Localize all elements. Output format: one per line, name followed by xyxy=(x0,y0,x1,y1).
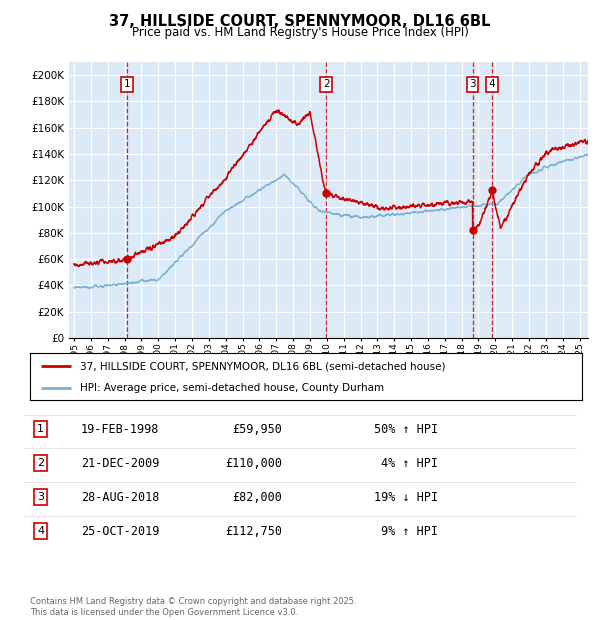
Text: 50% ↑ HPI: 50% ↑ HPI xyxy=(374,423,438,435)
Text: Price paid vs. HM Land Registry's House Price Index (HPI): Price paid vs. HM Land Registry's House … xyxy=(131,26,469,39)
Text: £59,950: £59,950 xyxy=(232,423,282,435)
Text: 9% ↑ HPI: 9% ↑ HPI xyxy=(381,525,438,538)
Text: Contains HM Land Registry data © Crown copyright and database right 2025.
This d: Contains HM Land Registry data © Crown c… xyxy=(30,598,356,617)
Text: 3: 3 xyxy=(37,492,44,502)
Text: 4: 4 xyxy=(489,79,496,89)
Text: 19-FEB-1998: 19-FEB-1998 xyxy=(81,423,160,435)
Text: £82,000: £82,000 xyxy=(232,491,282,503)
Text: £112,750: £112,750 xyxy=(225,525,282,538)
Text: HPI: Average price, semi-detached house, County Durham: HPI: Average price, semi-detached house,… xyxy=(80,383,384,393)
Text: 2: 2 xyxy=(323,79,329,89)
Text: 1: 1 xyxy=(124,79,130,89)
Text: 1: 1 xyxy=(37,424,44,434)
Text: 4: 4 xyxy=(37,526,44,536)
Text: 21-DEC-2009: 21-DEC-2009 xyxy=(81,457,160,469)
Text: 2: 2 xyxy=(37,458,44,468)
Text: 37, HILLSIDE COURT, SPENNYMOOR, DL16 6BL: 37, HILLSIDE COURT, SPENNYMOOR, DL16 6BL xyxy=(109,14,491,29)
Text: 37, HILLSIDE COURT, SPENNYMOOR, DL16 6BL (semi-detached house): 37, HILLSIDE COURT, SPENNYMOOR, DL16 6BL… xyxy=(80,361,445,371)
Text: 3: 3 xyxy=(469,79,476,89)
Text: 4% ↑ HPI: 4% ↑ HPI xyxy=(381,457,438,469)
Text: 19% ↓ HPI: 19% ↓ HPI xyxy=(374,491,438,503)
Text: 28-AUG-2018: 28-AUG-2018 xyxy=(81,491,160,503)
Text: 25-OCT-2019: 25-OCT-2019 xyxy=(81,525,160,538)
Text: £110,000: £110,000 xyxy=(225,457,282,469)
